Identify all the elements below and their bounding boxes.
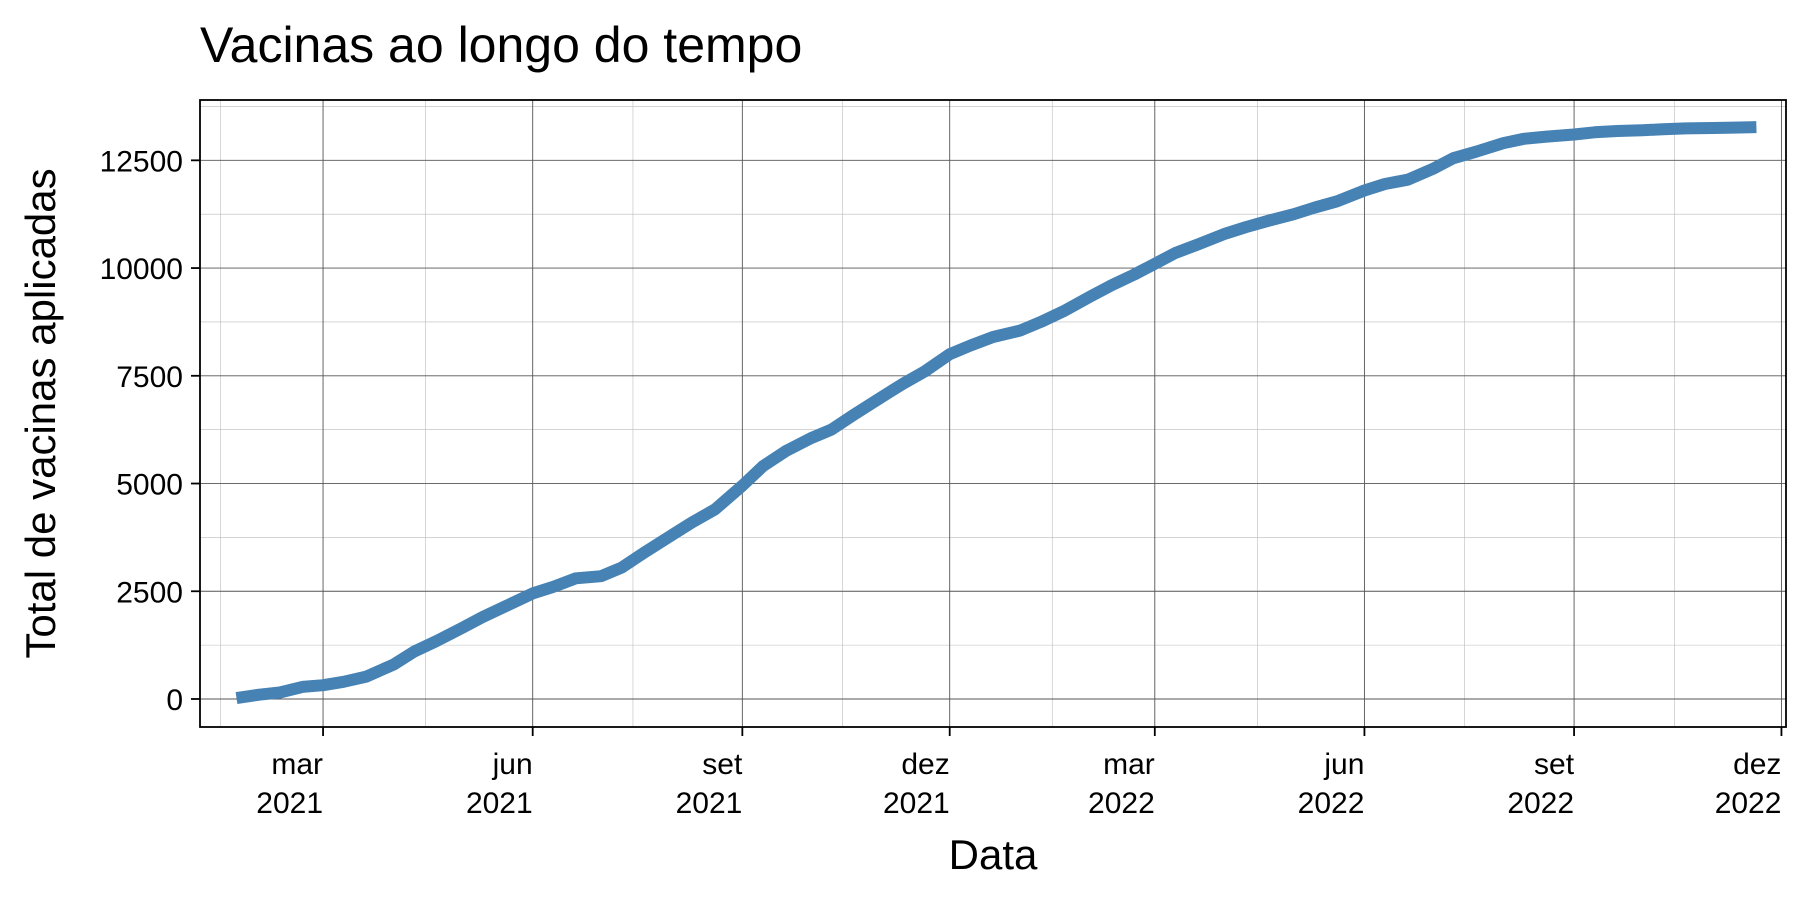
plot-panel-border [199,99,1787,728]
series-line [235,121,1757,705]
x-tick-label-month: set [1534,748,1575,781]
y-tick-label: 12500 [100,145,183,178]
x-tick-label-year: 2021 [883,787,950,820]
x-tick-label-year: 2022 [1088,787,1155,820]
y-tick-label: 5000 [116,469,183,502]
x-tick-label-year: 2022 [1298,787,1365,820]
x-axis-title: Data [949,831,1038,878]
y-axis-title: Total de vacinas aplicadas [17,168,64,658]
x-tick-label-year: 2021 [256,787,323,820]
x-tick-label-year: 2021 [466,787,533,820]
y-axis: 0 2500 5000 7500 10000 12500 [100,145,200,717]
series-layer [235,121,1757,705]
x-tick-label-month: mar [1103,748,1155,781]
grid-minor [200,100,1786,727]
y-tick-label: 7500 [116,361,183,394]
y-tick-label: 0 [166,684,183,717]
chart-title: Vacinas ao longo do tempo [200,17,802,73]
y-tick-label: 2500 [116,576,183,609]
x-tick-label-month: set [702,748,743,781]
x-tick-label-year: 2021 [676,787,743,820]
x-tick-label-year: 2022 [1715,787,1782,820]
x-tick-label-month: dez [1733,748,1781,781]
x-tick-label-month: dez [901,748,949,781]
x-tick-label-month: jun [492,748,533,781]
x-tick-label-year: 2022 [1507,787,1574,820]
y-tick-label: 10000 [100,253,183,286]
grid-major [200,100,1786,727]
x-axis: mar 2021 jun 2021 set 2021 dez 2021 mar 2022 jun 20… [256,727,1783,820]
x-tick-label-month: mar [271,748,323,781]
x-tick-label-month: jun [1323,748,1364,781]
